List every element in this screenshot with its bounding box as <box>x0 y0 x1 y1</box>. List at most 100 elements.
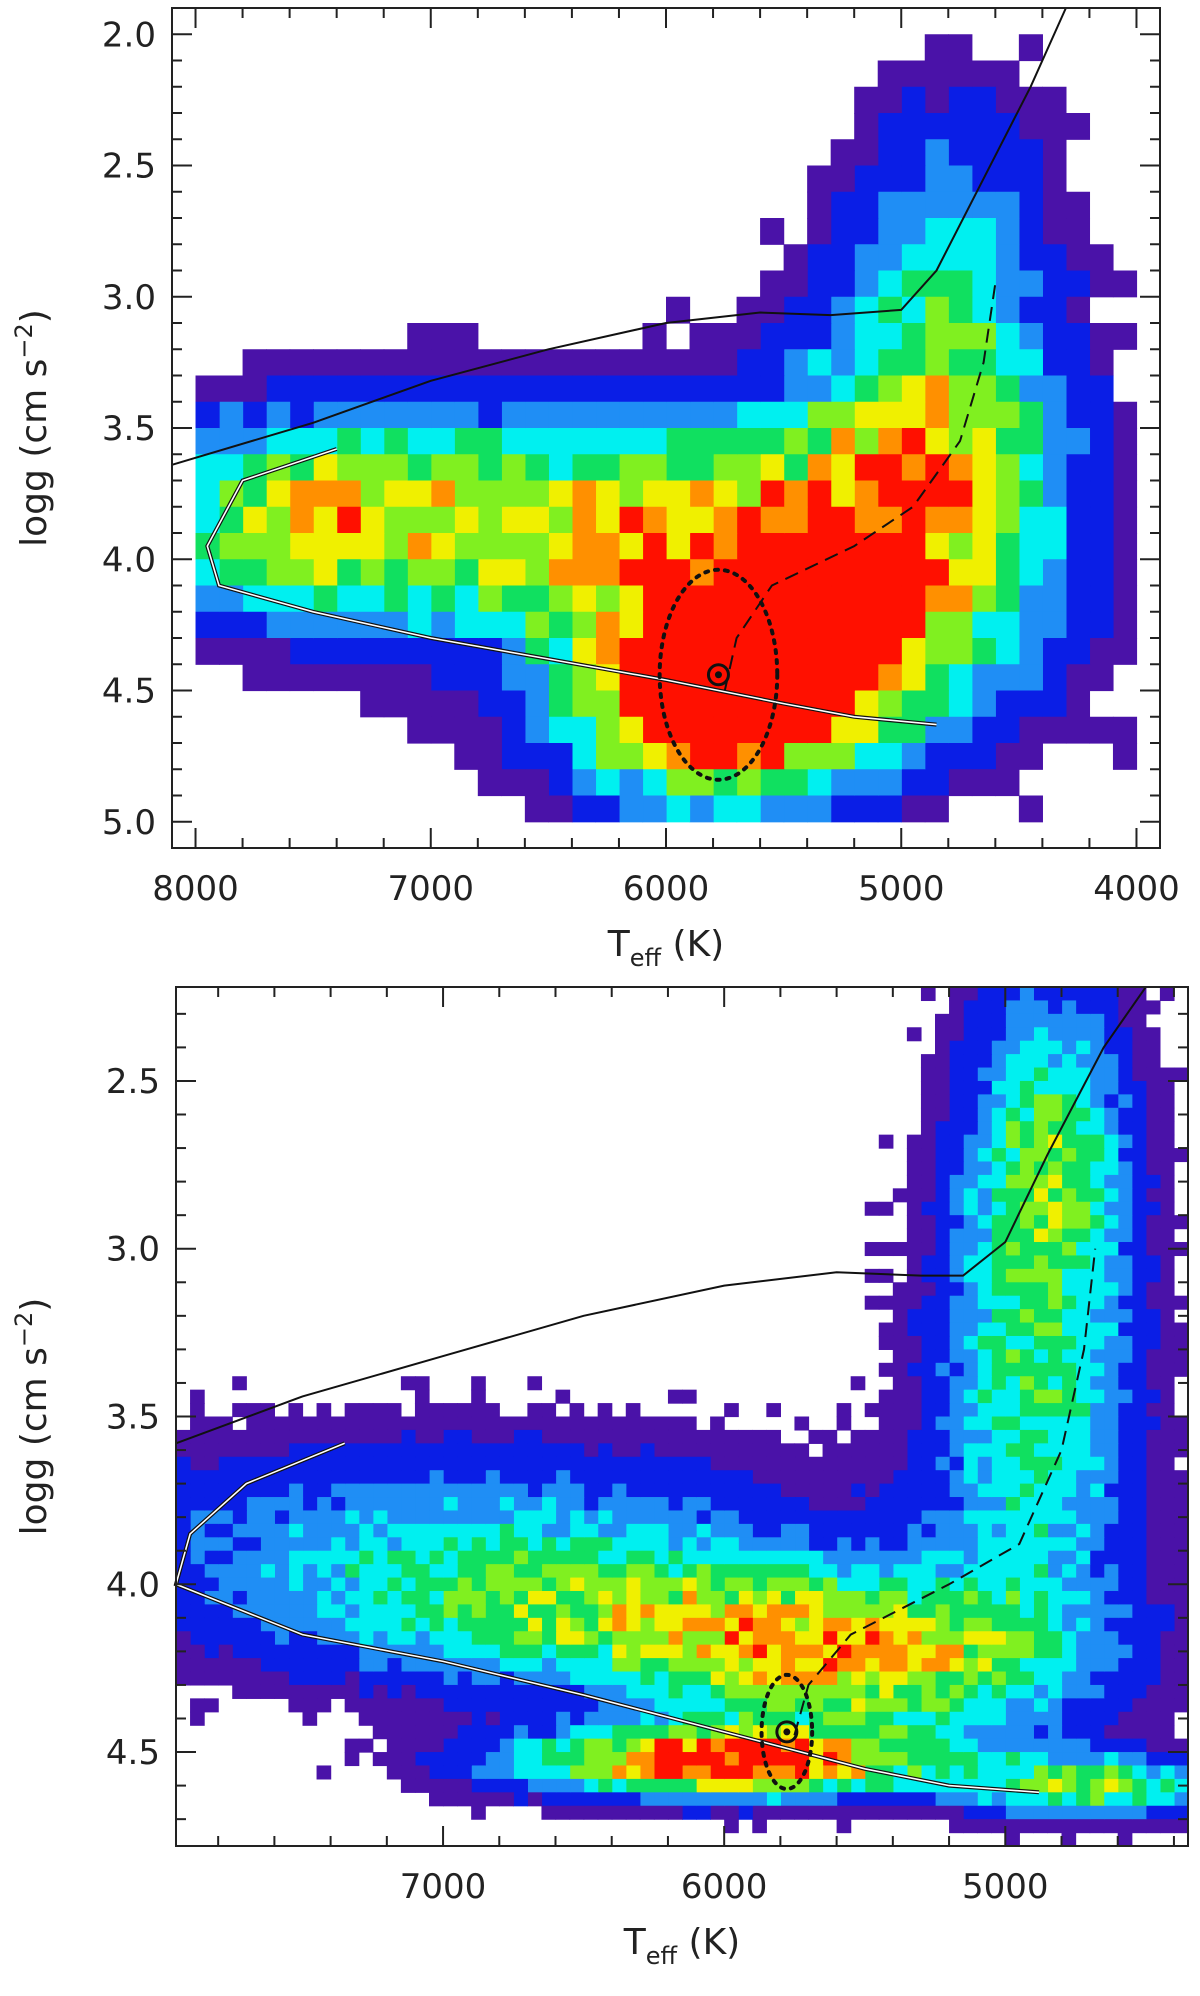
heatmap-cell <box>1103 1631 1119 1646</box>
heatmap-cell <box>949 1376 964 1391</box>
heatmap-cell <box>1089 1510 1105 1525</box>
heatmap-cell <box>920 1403 936 1418</box>
heatmap-cell <box>218 1564 233 1579</box>
heatmap-cell <box>555 1631 571 1646</box>
heatmap-cell <box>407 401 432 429</box>
heatmap-cell <box>920 1416 936 1431</box>
heatmap-cell <box>513 1416 528 1431</box>
heatmap-cell <box>642 428 667 455</box>
heatmap-cell <box>752 1658 767 1673</box>
heatmap-cell <box>854 349 879 377</box>
heatmap-cell <box>906 1161 922 1176</box>
heatmap-cell <box>977 1738 992 1753</box>
heatmap-cell <box>666 769 691 797</box>
heatmap-cell <box>738 1644 753 1659</box>
heatmap-cell <box>1005 1403 1020 1418</box>
heatmap-cell <box>977 1819 992 1834</box>
heatmap-cell <box>443 1497 458 1512</box>
heatmap-cell <box>794 1725 810 1740</box>
heatmap-cell <box>682 1617 697 1632</box>
heatmap-cell <box>1047 1550 1063 1565</box>
heatmap-cell <box>1005 1255 1020 1270</box>
heatmap-cell <box>260 1577 275 1592</box>
heatmap-cell <box>1018 428 1043 455</box>
heatmap-cell <box>1019 1054 1034 1069</box>
heatmap-cell <box>991 1658 1006 1673</box>
heatmap-cell <box>414 1416 430 1431</box>
heatmap-cell <box>808 1778 824 1793</box>
heatmap-cell <box>501 349 526 377</box>
heatmap-cell <box>977 1080 992 1095</box>
heatmap-cell <box>1131 1268 1147 1283</box>
heatmap-cell <box>1145 1000 1161 1015</box>
heatmap-cell <box>963 1000 978 1015</box>
heatmap-cell <box>289 349 314 377</box>
heatmap-cell <box>906 1201 922 1216</box>
heatmap-cell <box>219 533 244 560</box>
heatmap-cell <box>274 1644 290 1659</box>
heatmap-cell <box>443 1631 458 1646</box>
heatmap-cell <box>991 1604 1006 1619</box>
heatmap-cell <box>1019 1483 1034 1498</box>
heatmap-cell <box>752 1590 767 1606</box>
heatmap-cell <box>611 1497 627 1512</box>
heatmap-cell <box>485 1564 500 1579</box>
heatmap-cell <box>963 1631 978 1646</box>
heatmap-cell <box>583 1470 599 1485</box>
heatmap-cell <box>1159 1443 1175 1458</box>
heatmap-cell <box>524 506 549 534</box>
heatmap-cell <box>344 1497 360 1512</box>
heatmap-cell <box>878 1537 894 1552</box>
heatmap-cell <box>288 1443 304 1458</box>
heatmap-cell <box>836 1577 852 1592</box>
heatmap-cell <box>618 559 644 587</box>
heatmap-cell <box>971 60 996 88</box>
heatmap-cell <box>780 1698 796 1713</box>
heatmap-cell <box>1131 1429 1147 1444</box>
heatmap-cell <box>1089 1564 1105 1579</box>
heatmap-cell <box>667 1684 683 1699</box>
heatmap-cell <box>457 1483 472 1498</box>
heatmap-cell <box>977 1335 992 1350</box>
heatmap-cell <box>924 611 949 639</box>
heatmap-cell <box>878 1416 894 1431</box>
heatmap-cell <box>1047 1778 1063 1793</box>
heatmap-cell <box>653 1564 669 1579</box>
heatmap-cell <box>963 1429 978 1444</box>
heatmap-cell <box>218 1537 233 1552</box>
heatmap-cell <box>1019 1429 1034 1444</box>
heatmap-cell <box>204 1497 219 1512</box>
heatmap-cell <box>1145 1349 1161 1364</box>
heatmap-cell <box>935 1121 950 1136</box>
heatmap-cell <box>1131 1403 1147 1418</box>
heatmap-cell <box>1019 1698 1034 1713</box>
heatmap-cell <box>625 1590 641 1606</box>
heatmap-cell <box>1033 1134 1049 1149</box>
heatmap-cell <box>1047 1027 1063 1042</box>
heatmap-cell <box>302 1604 318 1619</box>
heatmap-cell <box>1112 559 1138 587</box>
heatmap-cell <box>696 1698 711 1713</box>
heatmap-cell <box>1117 1134 1133 1149</box>
heatmap-cell <box>995 506 1020 534</box>
heatmap-cell <box>713 349 738 377</box>
heatmap-cell <box>524 480 549 508</box>
heatmap-cell <box>924 139 949 167</box>
heatmap-cell <box>854 401 879 429</box>
heatmap-cell <box>330 1617 346 1632</box>
heatmap-cell <box>1061 1443 1077 1458</box>
heatmap-cell <box>766 1456 781 1471</box>
heatmap-cell <box>995 349 1020 377</box>
heatmap-cell <box>901 296 926 324</box>
heatmap-cell <box>195 480 220 508</box>
heatmap-cell <box>1061 1040 1077 1055</box>
heatmap-cell <box>358 1738 374 1753</box>
heatmap-cell <box>372 1523 388 1538</box>
heatmap-cell <box>1018 638 1043 665</box>
heatmap-cell <box>386 1738 402 1753</box>
heatmap-cell <box>218 1443 233 1458</box>
heatmap-cell <box>977 1054 992 1069</box>
heatmap-cell <box>625 1429 641 1444</box>
heatmap-cell <box>1061 1550 1077 1565</box>
heatmap-cell <box>289 638 314 665</box>
